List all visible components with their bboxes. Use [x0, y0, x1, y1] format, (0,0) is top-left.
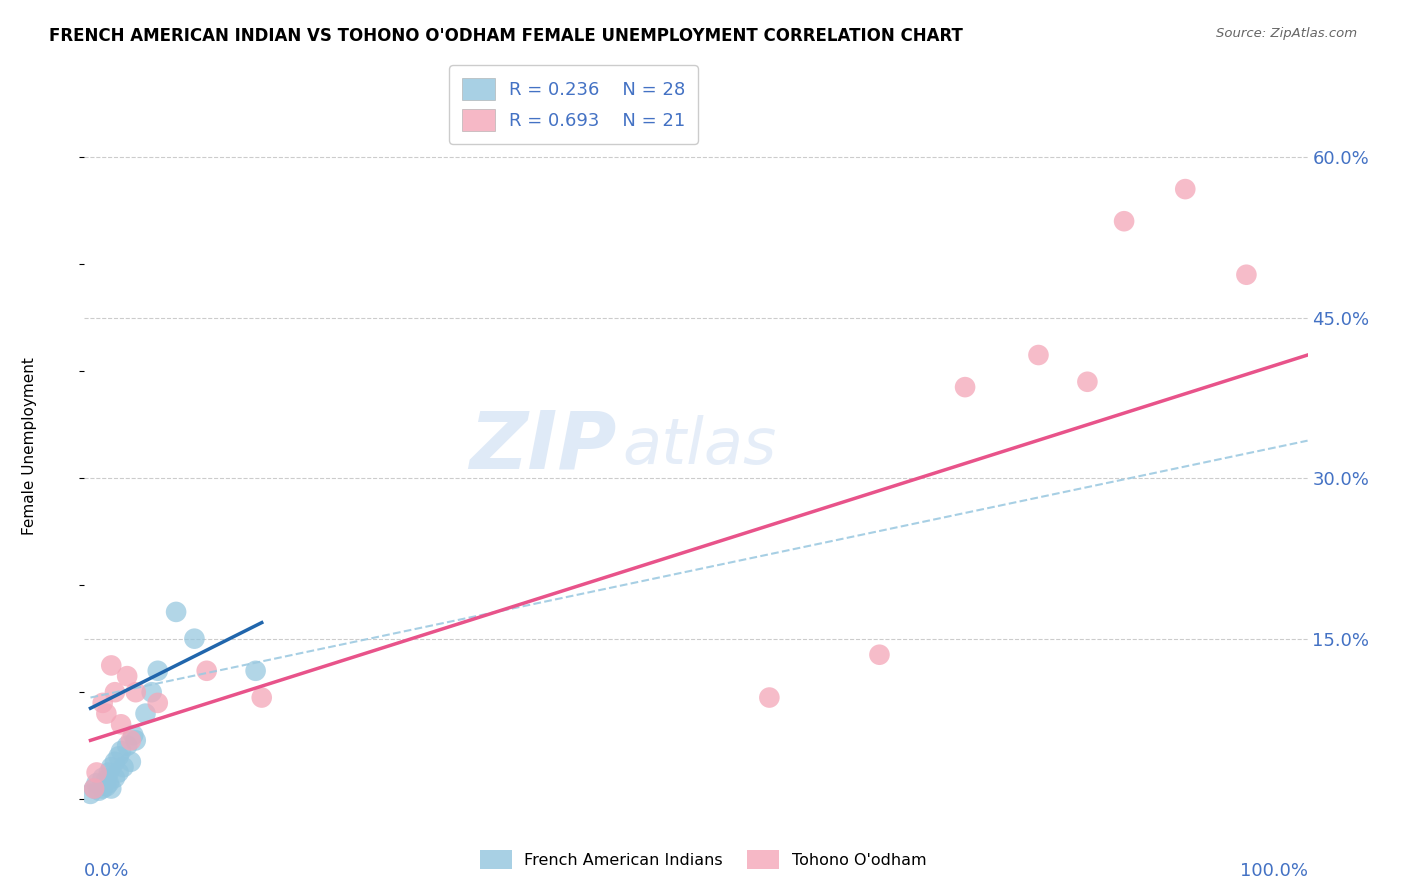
Point	[141, 685, 163, 699]
Point	[146, 664, 169, 678]
Point	[195, 664, 218, 678]
Point	[122, 728, 145, 742]
Point	[91, 781, 114, 796]
Point	[1076, 375, 1098, 389]
Point	[91, 771, 114, 785]
Point	[1114, 214, 1136, 228]
Point	[120, 755, 142, 769]
Point	[110, 717, 132, 731]
Point	[245, 664, 267, 678]
Point	[79, 787, 101, 801]
Point	[107, 765, 129, 780]
Point	[1174, 182, 1197, 196]
Point	[104, 685, 127, 699]
Point	[91, 696, 114, 710]
Text: FRENCH AMERICAN INDIAN VS TOHONO O'ODHAM FEMALE UNEMPLOYMENT CORRELATION CHART: FRENCH AMERICAN INDIAN VS TOHONO O'ODHAM…	[49, 27, 963, 45]
Point	[87, 783, 110, 797]
Point	[250, 690, 273, 705]
Point	[97, 765, 120, 780]
Point	[869, 648, 891, 662]
Point	[96, 772, 118, 787]
Point	[1236, 268, 1258, 282]
Point	[125, 733, 148, 747]
Point	[112, 760, 135, 774]
Text: atlas: atlas	[623, 415, 778, 477]
Point	[100, 781, 122, 796]
Point	[1028, 348, 1050, 362]
Point	[83, 781, 105, 796]
Point	[110, 744, 132, 758]
Point	[100, 760, 122, 774]
Text: 100.0%: 100.0%	[1240, 862, 1308, 880]
Point	[86, 765, 108, 780]
Point	[120, 733, 142, 747]
Point	[107, 749, 129, 764]
Point	[104, 771, 127, 785]
Legend: R = 0.236    N = 28, R = 0.693    N = 21: R = 0.236 N = 28, R = 0.693 N = 21	[450, 65, 697, 144]
Point	[115, 669, 138, 683]
Point	[125, 685, 148, 699]
Legend: French American Indians, Tohono O'odham: French American Indians, Tohono O'odham	[474, 844, 932, 875]
Point	[104, 755, 127, 769]
Point	[115, 739, 138, 753]
Point	[165, 605, 187, 619]
Point	[183, 632, 205, 646]
Point	[953, 380, 976, 394]
Point	[83, 781, 105, 796]
Text: 0.0%: 0.0%	[84, 862, 129, 880]
Point	[97, 776, 120, 790]
Point	[96, 706, 118, 721]
Text: ZIP: ZIP	[470, 407, 616, 485]
Point	[100, 658, 122, 673]
Text: Source: ZipAtlas.com: Source: ZipAtlas.com	[1216, 27, 1357, 40]
Point	[146, 696, 169, 710]
Text: Female Unemployment: Female Unemployment	[22, 357, 37, 535]
Point	[96, 780, 118, 794]
Point	[135, 706, 157, 721]
Point	[86, 776, 108, 790]
Point	[758, 690, 780, 705]
